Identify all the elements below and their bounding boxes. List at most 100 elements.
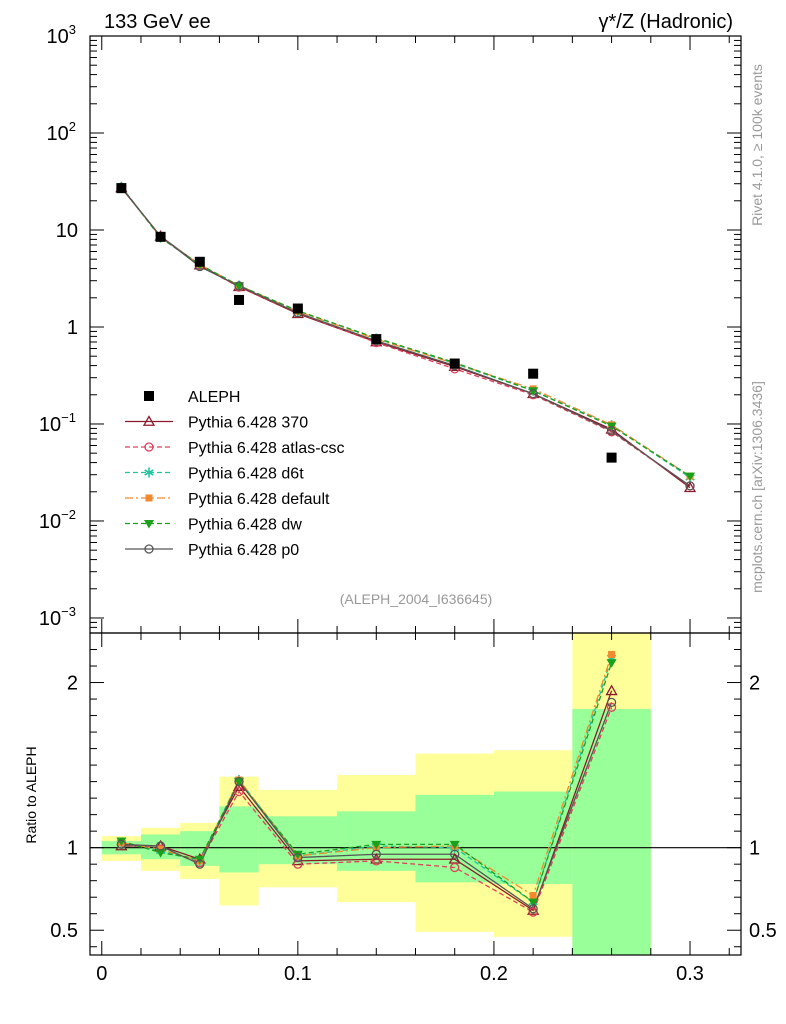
ratio-line-dw xyxy=(121,662,613,904)
ratio-y-tick-label-left: 2 xyxy=(67,673,78,695)
series-point-p370 xyxy=(683,481,697,493)
legend: ALEPH Pythia 6.428 370 Pythia 6.428 atlas-… xyxy=(125,389,345,559)
ratio-point-dw xyxy=(371,840,382,850)
aleph-data-point xyxy=(528,368,539,379)
series-line-atlas xyxy=(120,186,691,487)
legend-marker-d6t xyxy=(144,467,154,478)
ratio-point-p370 xyxy=(232,780,246,791)
legend-label-p0: Pythia 6.428 p0 xyxy=(188,542,299,559)
header-left: 133 GeV ee xyxy=(104,11,211,33)
legend-marker-dw xyxy=(144,520,154,529)
ratio-point-p0 xyxy=(528,904,538,914)
aleph-data-point xyxy=(155,231,166,242)
main-y-tick-label: 102 xyxy=(47,119,76,145)
ratio-y-tick-label-left: 1 xyxy=(67,838,78,860)
ratio-point-atlas xyxy=(528,907,538,917)
legend-marker-aleph xyxy=(144,391,154,401)
ratio-point-p0 xyxy=(155,841,166,851)
series-point-dw xyxy=(234,282,245,291)
ratio-point-dw xyxy=(155,849,166,858)
ratio-point-p0 xyxy=(450,849,460,859)
legend-marker-d6t-stroke xyxy=(144,469,154,476)
legend-label-d6t: Pythia 6.428 d6t xyxy=(188,466,304,483)
aleph-data-point xyxy=(292,303,303,314)
aleph-data-point xyxy=(194,256,205,267)
ratio-point-dw xyxy=(292,850,303,860)
ratio-x-tick-label: 0.2 xyxy=(480,963,508,985)
ratio-point-p0 xyxy=(116,839,127,850)
aleph-data-point xyxy=(449,358,460,369)
main-y-tick-label: 1 xyxy=(67,317,78,339)
aleph-data-points xyxy=(116,183,617,463)
series-point-p0 xyxy=(685,481,695,491)
legend-label-dw: Pythia 6.428 dw xyxy=(188,517,302,534)
main-y-tick-label: 10−1 xyxy=(39,410,76,436)
main-series-lines xyxy=(120,186,691,489)
ratio-point-dw xyxy=(449,840,460,850)
aleph-data-point xyxy=(116,183,127,194)
series-line-dw xyxy=(120,186,691,477)
ratio-point-atlas xyxy=(606,702,617,712)
legend-label-p370: Pythia 6.428 370 xyxy=(188,415,308,432)
series-line-d6t xyxy=(120,186,691,479)
ratio-x-tick-label: 0.1 xyxy=(284,963,312,985)
ratio-band-green xyxy=(572,708,651,955)
ratio-band-green xyxy=(219,806,259,873)
ratio-point-dw xyxy=(606,659,617,668)
ratio-axes: 0.5 0.5 1 1 2 2 0 0.1 0.2 0.3 xyxy=(50,633,777,985)
legend-label-aleph: ALEPH xyxy=(188,389,240,406)
ratio-x-tick-label: 0.3 xyxy=(676,963,704,985)
ratio-point-p370 xyxy=(605,684,618,696)
series-line-default xyxy=(120,186,691,477)
legend-label-atlas: Pythia 6.428 atlas-csc xyxy=(188,440,345,457)
ratio-point-atlas xyxy=(234,786,244,797)
legend-marker-atlas xyxy=(144,442,154,452)
analysis-watermark: (ALEPH_2004_I636645) xyxy=(340,591,493,607)
series-line-p0 xyxy=(120,186,691,487)
ratio-y-tick-label-right: 1 xyxy=(749,838,760,860)
series-point-p0 xyxy=(528,389,538,399)
legend-label-default: Pythia 6.428 default xyxy=(188,491,330,508)
ratio-y-tick-label-right: 0.5 xyxy=(749,920,777,942)
main-y-tick-label: 10 xyxy=(56,220,78,242)
header-right: γ*/Z (Hadronic) xyxy=(599,11,733,33)
ratio-point-p0 xyxy=(195,859,205,869)
main-y-tick-label: 10−3 xyxy=(39,604,76,630)
legend-marker-p0 xyxy=(144,544,154,554)
aleph-data-point xyxy=(234,294,245,305)
main-y-tick-label: 10−2 xyxy=(39,507,76,533)
rivet-version-label: Rivet 4.1.0, ≥ 100k events xyxy=(749,64,765,226)
ratio-point-p370 xyxy=(370,852,383,864)
series-point-p0 xyxy=(234,281,244,291)
ratio-point-p0 xyxy=(293,852,303,863)
ratio-point-default xyxy=(529,892,537,900)
ratio-point-dw xyxy=(234,778,245,787)
ratio-y-tick-label-right: 2 xyxy=(749,673,760,695)
ratio-x-tick-label: 0 xyxy=(96,963,107,985)
ratio-y-axis-label: Ratio to ALEPH xyxy=(23,746,39,843)
ratio-point-p0 xyxy=(234,776,244,787)
legend-marker-p370 xyxy=(142,415,156,426)
ratio-point-p370 xyxy=(527,904,540,915)
ratio-point-atlas xyxy=(371,856,381,866)
series-point-dw xyxy=(528,387,539,396)
ratio-point-p0 xyxy=(606,697,617,708)
aleph-data-point xyxy=(371,334,382,345)
ratio-point-dw xyxy=(528,898,539,908)
ratio-y-tick-label-left: 0.5 xyxy=(50,920,78,942)
ratio-point-dw xyxy=(116,837,127,847)
ratio-point-p0 xyxy=(371,849,381,859)
main-y-tick-label: 103 xyxy=(47,22,76,48)
ratio-band-green xyxy=(415,794,494,883)
ratio-point-default xyxy=(608,650,616,658)
ratio-series-markers xyxy=(115,650,618,917)
series-point-p0 xyxy=(606,426,617,436)
mcplots-label: mcplots.cern.ch [arXiv:1306.3436] xyxy=(749,381,765,593)
aleph-data-point xyxy=(606,452,617,463)
legend-marker-default xyxy=(145,494,153,502)
ratio-line-default xyxy=(121,654,613,897)
ratio-line-atlas xyxy=(121,707,613,914)
series-point-dw xyxy=(685,472,696,482)
